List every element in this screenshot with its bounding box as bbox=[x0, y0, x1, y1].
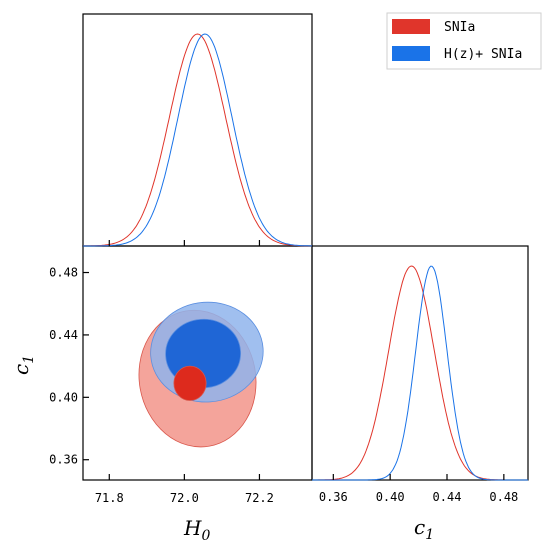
y-axis-title-c1: c1 bbox=[9, 355, 37, 375]
h0-marginal-curve-snia bbox=[83, 33, 312, 247]
legend-label-snia: SNIa bbox=[444, 20, 475, 35]
c1-marginal-curve-hz-snia bbox=[312, 265, 528, 481]
h0-tick-label: 72.0 bbox=[170, 491, 199, 505]
c1-x-tick-label: 0.36 bbox=[319, 490, 348, 504]
x-axis-title-c1: c1 bbox=[414, 515, 434, 543]
c1-y-tick-label: 0.40 bbox=[49, 390, 78, 404]
h0-marginal-curve-hz-snia bbox=[83, 33, 312, 247]
legend-label-hz-snia: H(z)+ SNIa bbox=[444, 47, 522, 62]
h0-tick-label: 71.8 bbox=[95, 491, 124, 505]
c1-y-tick-label: 0.48 bbox=[49, 266, 78, 280]
legend-swatch-hz-snia bbox=[392, 46, 430, 61]
c1-marginal-curve-snia bbox=[312, 265, 528, 481]
x-axis-title-h0: H0 bbox=[183, 516, 210, 544]
c1-x-tick-label: 0.40 bbox=[376, 490, 405, 504]
c1-x-tick-label: 0.44 bbox=[433, 490, 462, 504]
c1-y-tick-label: 0.44 bbox=[49, 328, 78, 342]
c1-x-tick-label: 0.48 bbox=[489, 490, 518, 504]
c1-marginal-panel bbox=[311, 245, 529, 481]
h0-marginal-panel bbox=[82, 13, 313, 247]
contour-snia-1sigma bbox=[173, 365, 207, 401]
legend: SNIa H(z)+ SNIa bbox=[386, 12, 542, 70]
c1-y-tick-label: 0.36 bbox=[49, 453, 78, 467]
legend-swatch-snia bbox=[392, 19, 430, 34]
h0-tick-label: 72.2 bbox=[245, 491, 274, 505]
